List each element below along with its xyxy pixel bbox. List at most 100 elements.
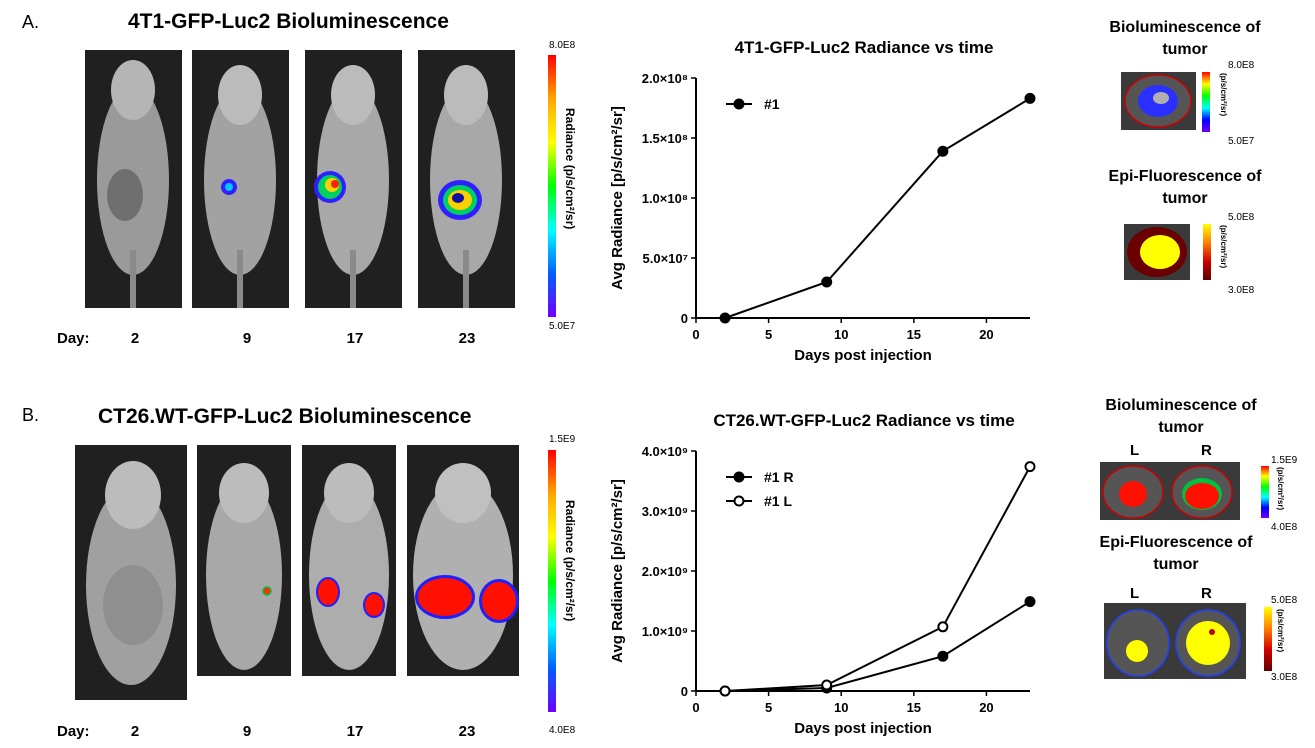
day-label: 9	[242, 723, 252, 740]
mouse-image	[407, 445, 519, 676]
epi-colorscale-max: 5.0E8	[1228, 212, 1255, 223]
day-prefix: Day:	[57, 330, 90, 347]
day-label: 9	[242, 330, 252, 347]
epi-colorscale-bar	[1264, 607, 1272, 671]
panel-letter-b: B.	[22, 405, 40, 425]
day-prefix: Day:	[57, 723, 90, 740]
chart-title-b: CT26.WT-GFP-Luc2 Radiance vs time	[713, 411, 1015, 430]
x-tick-label: 15	[907, 700, 921, 715]
colorscale-max: 1.5E9	[549, 434, 576, 445]
series-line	[725, 600, 1031, 692]
day-label: 17	[346, 723, 364, 740]
mouse-image	[197, 445, 291, 676]
bio-colorscale-min: 4.0E8	[1271, 522, 1298, 533]
left-label: L	[1130, 585, 1140, 602]
x-tick-label: 0	[692, 327, 699, 342]
legend-label: #1	[764, 96, 780, 112]
y-tick-label: 0	[681, 311, 688, 326]
colorscale-max: 8.0E8	[549, 40, 576, 51]
tumor-epi-image	[1124, 224, 1190, 280]
series-line	[724, 97, 1031, 319]
y-tick-label: 1.0×10⁸	[642, 191, 688, 206]
y-tick-label: 5.0×10⁷	[643, 251, 689, 266]
legend-label: #1 L	[764, 493, 792, 509]
data-point	[937, 650, 949, 662]
y-tick-label: 3.0×10⁹	[642, 504, 688, 519]
y-tick-label: 1.0×10⁹	[642, 624, 688, 639]
data-point	[937, 621, 949, 633]
x-axis-label: Days post injection	[794, 720, 932, 737]
day-label: 2	[130, 330, 140, 347]
colorscale-bar	[548, 450, 556, 712]
day-label: 23	[458, 723, 476, 740]
x-tick-label: 15	[907, 327, 921, 342]
epi-colorscale-label: (p/s/cm²/sr)	[1219, 225, 1228, 269]
colorscale-min: 5.0E7	[549, 321, 576, 332]
epi-colorscale-min: 3.0E8	[1271, 672, 1298, 683]
tumor-epi-image	[1104, 603, 1246, 679]
bio-colorscale-bar	[1261, 466, 1269, 518]
x-tick-label: 20	[979, 700, 993, 715]
right-label: R	[1201, 442, 1212, 459]
epi-title-b: Epi-Fluorescence of tumor	[1099, 534, 1253, 573]
bio-colorscale-label: (p/s/cm²/sr)	[1219, 73, 1228, 117]
epi-colorscale-max: 5.0E8	[1271, 595, 1298, 606]
mouse-image	[192, 50, 289, 308]
right-label: R	[1201, 585, 1212, 602]
epi-colorscale-label: (p/s/cm²/sr)	[1276, 609, 1285, 653]
y-tick-label: 4.0×10⁹	[642, 444, 688, 459]
series-line	[724, 466, 1031, 692]
data-point	[1024, 461, 1036, 473]
legend-marker	[733, 495, 745, 507]
line-chart-a: 0 5 10 15 20 0 5.0×10⁷ 1.0×10⁸ 1.5×10⁸ 2.0×10⁸ Day…	[609, 71, 1036, 364]
colorscale-label: Radiance (p/s/cm²/sr)	[563, 108, 577, 230]
day-label: 2	[130, 723, 140, 740]
data-point	[821, 276, 833, 288]
y-tick-label: 1.5×10⁸	[642, 131, 688, 146]
bio-colorscale-max: 1.5E9	[1271, 455, 1298, 466]
tumor-bio-image	[1100, 462, 1240, 520]
x-axis-label: Days post injection	[794, 347, 932, 364]
bio-colorscale-min: 5.0E7	[1228, 136, 1255, 147]
y-tick-label: 2.0×10⁸	[642, 71, 688, 86]
y-axis-label: Avg Radiance [p/s/cm²/sr]	[609, 479, 626, 663]
colorscale-label: Radiance (p/s/cm²/sr)	[563, 500, 577, 622]
data-point	[719, 312, 731, 324]
image-title-a: 4T1-GFP-Luc2 Bioluminescence	[128, 10, 449, 33]
x-tick-label: 20	[979, 327, 993, 342]
x-tick-label: 0	[692, 700, 699, 715]
epi-colorscale-min: 3.0E8	[1228, 285, 1255, 296]
bio-title-a: Bioluminescence of tumor	[1109, 19, 1261, 58]
legend-label: #1 R	[764, 469, 794, 485]
bio-colorscale-max: 8.0E8	[1228, 60, 1255, 71]
x-tick-label: 10	[834, 700, 848, 715]
bio-colorscale-label: (p/s/cm²/sr)	[1276, 467, 1285, 511]
x-tick-label: 10	[834, 327, 848, 342]
colorscale-bar	[548, 55, 556, 317]
bio-colorscale-bar	[1202, 72, 1210, 132]
day-label: 23	[458, 330, 476, 347]
mouse-image	[418, 50, 515, 308]
epi-colorscale-bar	[1203, 224, 1211, 280]
epi-title-a: Epi-Fluorescence of tumor	[1108, 168, 1262, 207]
x-tick-label: 5	[765, 327, 772, 342]
panel-letter-a: A.	[22, 12, 40, 32]
mouse-image	[302, 445, 396, 676]
colorscale-min: 4.0E8	[549, 725, 576, 736]
x-tick-label: 5	[765, 700, 772, 715]
legend-marker	[733, 98, 745, 110]
y-tick-label: 0	[681, 684, 688, 699]
mouse-image	[305, 50, 402, 308]
image-title-b: CT26.WT-GFP-Luc2 Bioluminescence	[98, 405, 472, 428]
chart-title-a: 4T1-GFP-Luc2 Radiance vs time	[734, 38, 994, 57]
legend-marker	[733, 471, 745, 483]
mouse-image	[75, 445, 187, 700]
data-point	[719, 685, 731, 697]
mouse-image	[85, 50, 182, 308]
day-label: 17	[346, 330, 364, 347]
y-tick-label: 2.0×10⁹	[642, 564, 688, 579]
line-chart-b: 0 5 10 15 20 0 1.0×10⁹ 2.0×10⁹ 3.0×10⁹ 4.0×10⁹ Day…	[609, 444, 1036, 737]
tumor-bio-image	[1121, 72, 1196, 130]
data-point	[1024, 596, 1036, 608]
data-point	[937, 145, 949, 157]
